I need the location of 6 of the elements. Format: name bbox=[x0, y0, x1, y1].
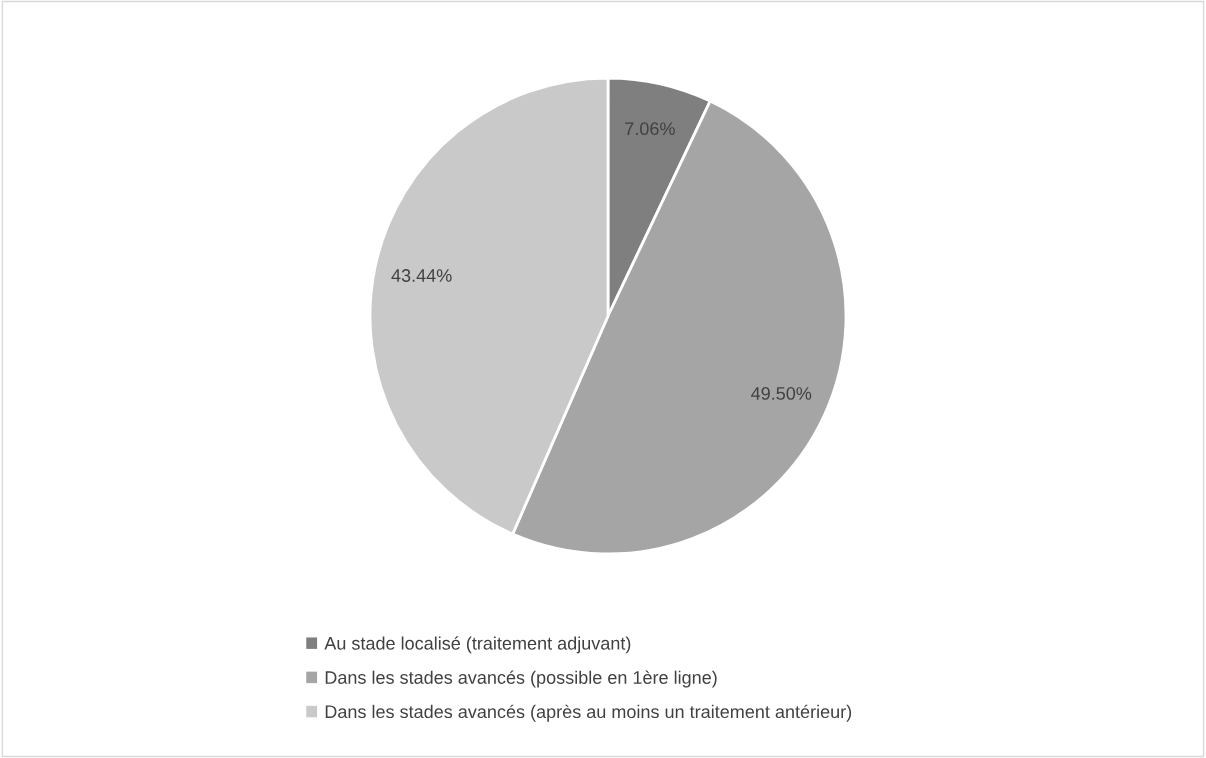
data-label: 49.50% bbox=[751, 387, 812, 400]
legend-label: Dans les stades avancés (après au moins un traitement antérieur) bbox=[325, 704, 852, 722]
data-label: 7.06% bbox=[625, 122, 675, 136]
legend-label: Au stade localisé (traitement adjuvant) bbox=[324, 636, 631, 654]
legend-label: Dans les stades avancés (possible en 1ère ligne) bbox=[325, 670, 717, 688]
data-label: 43.44% bbox=[391, 269, 452, 282]
